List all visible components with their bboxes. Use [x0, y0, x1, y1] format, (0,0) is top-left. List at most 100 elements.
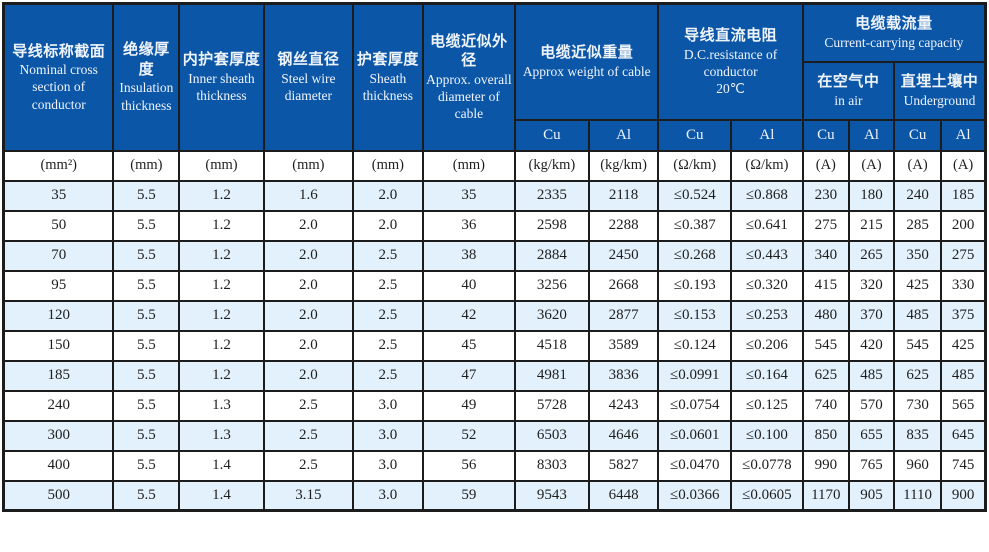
table-cell: 655: [847, 419, 896, 452]
table-cell: 2877: [587, 299, 660, 332]
table-cell: 1.3: [178, 389, 265, 422]
table-cell: ≤0.387: [657, 209, 733, 242]
table-cell: ≤0.100: [730, 419, 804, 452]
table-cell: 905: [847, 479, 896, 512]
table-cell: 2.0: [262, 269, 355, 302]
unit-cell: (mm): [421, 149, 517, 182]
table-cell: 2450: [587, 239, 660, 272]
header-en-label: D.C.resistance of conductor: [683, 46, 778, 79]
table-cell: 1.2: [178, 359, 265, 392]
table-cell: 56: [421, 449, 517, 482]
table-cell: 5.5: [112, 239, 181, 272]
header-dc-resistance: 导线直流电阻 D.C.resistance of conductor 20℃: [657, 2, 804, 121]
table-cell: 745: [940, 449, 987, 482]
unit-cell: (Ω/km): [730, 149, 804, 182]
table-cell: ≤0.0601: [657, 419, 733, 452]
table-cell: 120: [2, 299, 115, 332]
table-cell: 3620: [514, 299, 590, 332]
table-cell: 2668: [587, 269, 660, 302]
header-insulation-thickness: 绝缘厚度 Insulation thickness: [112, 2, 181, 152]
table-cell: 2.0: [262, 239, 355, 272]
table-cell: 1.2: [178, 179, 265, 212]
header-approx-diameter: 电缆近似外径 Approx. overall diameter of cable: [421, 2, 517, 152]
table-cell: 2.5: [352, 299, 424, 332]
table-cell: ≤0.125: [730, 389, 804, 422]
table-cell: 5827: [587, 449, 660, 482]
table-row: 185 5.5 1.2 2.0 2.5 47 4981 3836 ≤0.0991 ≤0.164 62…: [2, 359, 987, 392]
table-cell: 3.0: [352, 389, 424, 422]
header-en-label: Insulation thickness: [119, 80, 174, 113]
table-cell: 36: [421, 209, 517, 242]
table-cell: 240: [893, 179, 943, 212]
table-cell: 5.5: [112, 299, 181, 332]
table-cell: 425: [893, 269, 943, 302]
table-cell: 2.5: [352, 239, 424, 272]
table-cell: 2.0: [352, 179, 424, 212]
table-cell: 1110: [893, 479, 943, 512]
table-cell: 70: [2, 239, 115, 272]
table-cell: ≤0.124: [657, 329, 733, 362]
header-steel-wire-diameter: 钢丝直径 Steel wire diameter: [262, 2, 355, 152]
table-cell: 740: [801, 389, 850, 422]
table-body: (mm²) (mm) (mm) (mm) (mm) (mm) (kg/km) (…: [2, 149, 987, 512]
table-cell: 1.2: [178, 269, 265, 302]
table-cell: 5.5: [112, 179, 181, 212]
table-cell: 565: [940, 389, 987, 422]
table-cell: 1.4: [178, 449, 265, 482]
table-cell: 2.5: [262, 419, 355, 452]
table-cell: 49: [421, 389, 517, 422]
table-cell: 230: [801, 179, 850, 212]
table-cell: 485: [847, 359, 896, 392]
table-cell: 9543: [514, 479, 590, 512]
table-cell: 2335: [514, 179, 590, 212]
table-cell: 45: [421, 329, 517, 362]
table-cell: 285: [893, 209, 943, 242]
header-en-label: Approx. overall diameter of cable: [426, 71, 512, 122]
cable-spec-table: 导线标称截面 Nominal cross section of conducto…: [2, 2, 987, 512]
header-weight-al: Al: [587, 118, 660, 152]
table-cell: 2.5: [352, 269, 424, 302]
header-zh-label: 电缆载流量: [855, 15, 933, 33]
table-row: 240 5.5 1.3 2.5 3.0 49 5728 4243 ≤0.0754 ≤0.125 74…: [2, 389, 987, 422]
unit-cell: (mm): [112, 149, 181, 182]
table-cell: 625: [801, 359, 850, 392]
table-cell: ≤0.0605: [730, 479, 804, 512]
header-weight-cu: Cu: [514, 118, 590, 152]
table-cell: 2.5: [352, 329, 424, 362]
table-cell: 1.3: [178, 419, 265, 452]
table-cell: 2.0: [262, 209, 355, 242]
table-cell: 765: [847, 449, 896, 482]
table-cell: 95: [2, 269, 115, 302]
header-air-al: Al: [847, 118, 896, 152]
header-zh-label: 导线直流电阻: [684, 27, 778, 45]
table-cell: 5.5: [112, 329, 181, 362]
table-row: 120 5.5 1.2 2.0 2.5 42 3620 2877 ≤0.153 ≤0.253 480…: [2, 299, 987, 332]
table-cell: ≤0.524: [657, 179, 733, 212]
table-cell: ≤0.320: [730, 269, 804, 302]
table-cell: 5.5: [112, 479, 181, 512]
table-cell: 320: [847, 269, 896, 302]
table-cell: 3589: [587, 329, 660, 362]
table-cell: 2288: [587, 209, 660, 242]
table-cell: ≤0.0754: [657, 389, 733, 422]
table-row: 300 5.5 1.3 2.5 3.0 52 6503 4646 ≤0.0601 ≤0.100 85…: [2, 419, 987, 452]
table-cell: ≤0.443: [730, 239, 804, 272]
table-cell: 2.5: [352, 359, 424, 392]
unit-cell: (A): [847, 149, 896, 182]
table-cell: 59: [421, 479, 517, 512]
table-cell: 2.5: [262, 389, 355, 422]
table-cell: 42: [421, 299, 517, 332]
table-cell: 265: [847, 239, 896, 272]
table-cell: 185: [2, 359, 115, 392]
table-cell: 5.5: [112, 389, 181, 422]
table-cell: 1.4: [178, 479, 265, 512]
table-cell: 2598: [514, 209, 590, 242]
table-cell: 1.2: [178, 239, 265, 272]
table-row: 400 5.5 1.4 2.5 3.0 56 8303 5827 ≤0.0470 ≤0.0778 9…: [2, 449, 987, 482]
table-cell: 3.0: [352, 449, 424, 482]
table-cell: 6503: [514, 419, 590, 452]
unit-cell: (kg/km): [587, 149, 660, 182]
table-cell: 990: [801, 449, 850, 482]
table-cell: 400: [2, 449, 115, 482]
table-cell: 730: [893, 389, 943, 422]
